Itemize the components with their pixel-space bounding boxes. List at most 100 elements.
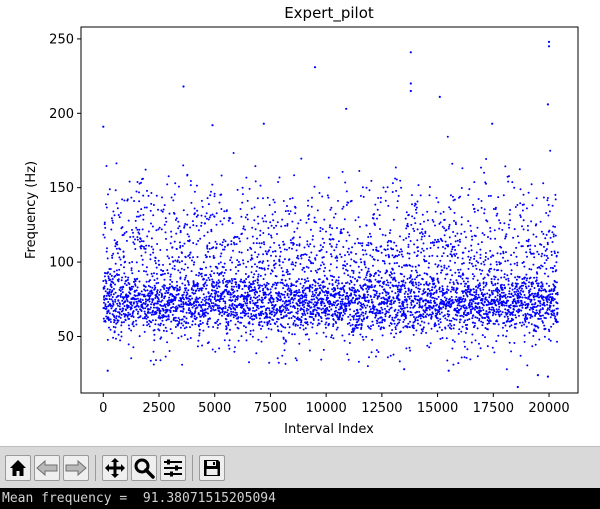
data-point [265, 293, 268, 296]
data-point [355, 252, 357, 255]
data-point [221, 310, 224, 313]
data-point [491, 346, 494, 349]
data-point [383, 280, 386, 283]
data-point [340, 311, 343, 314]
data-point [383, 319, 386, 322]
data-point [123, 282, 126, 285]
data-point [416, 239, 419, 242]
data-point [227, 321, 230, 323]
data-point [142, 302, 145, 304]
data-point [183, 315, 186, 318]
data-point [465, 282, 468, 285]
data-point [339, 253, 342, 256]
data-point [111, 305, 114, 308]
data-point [222, 238, 225, 241]
data-point [525, 279, 528, 282]
data-point [511, 288, 514, 291]
data-point [271, 213, 274, 216]
data-point [120, 324, 123, 327]
data-point [230, 285, 233, 288]
data-point [330, 308, 333, 311]
data-point [344, 181, 347, 184]
data-point [406, 264, 409, 267]
data-point [188, 312, 191, 314]
data-point [103, 223, 106, 226]
data-point [281, 270, 284, 273]
data-point [482, 277, 485, 280]
data-point [162, 269, 165, 272]
data-point [105, 298, 108, 301]
data-point [207, 218, 210, 221]
data-point [369, 279, 372, 282]
data-point [470, 303, 473, 306]
data-point [473, 181, 476, 184]
data-point [153, 279, 156, 282]
data-point [408, 257, 411, 260]
data-point [486, 345, 489, 348]
data-point [524, 320, 527, 323]
data-point [267, 227, 270, 229]
data-point [488, 289, 491, 292]
data-point [533, 287, 536, 289]
data-point [271, 270, 274, 273]
data-point [342, 314, 344, 317]
data-point [523, 301, 526, 304]
data-point [431, 288, 433, 291]
data-point [323, 270, 325, 273]
data-point [324, 312, 327, 315]
data-point [446, 273, 449, 276]
data-point [307, 266, 310, 269]
data-point [412, 333, 415, 336]
data-point [384, 315, 387, 318]
data-point [308, 338, 310, 341]
data-point [493, 268, 496, 271]
data-point [190, 201, 193, 204]
data-point [413, 230, 416, 232]
data-point [142, 213, 145, 216]
data-point [471, 235, 473, 238]
data-point [296, 324, 299, 327]
data-point [431, 307, 434, 310]
data-point [264, 291, 267, 294]
data-point [453, 211, 456, 214]
data-point [379, 228, 381, 230]
data-point [176, 259, 179, 262]
data-point [476, 286, 479, 289]
data-point [497, 311, 500, 314]
data-point [398, 251, 401, 253]
data-point [303, 278, 306, 281]
data-point [371, 301, 374, 304]
data-point [265, 313, 268, 316]
data-point [430, 327, 433, 330]
data-point [367, 241, 370, 244]
data-point [140, 247, 142, 250]
data-point [169, 242, 172, 245]
data-point [459, 240, 461, 243]
data-point [198, 325, 200, 328]
data-point [379, 310, 382, 313]
data-point [251, 235, 254, 238]
data-point [380, 326, 383, 329]
data-point [119, 248, 122, 251]
data-point [197, 301, 200, 304]
data-point [526, 224, 529, 227]
data-point [323, 291, 326, 294]
data-point [508, 341, 511, 344]
data-point [154, 319, 157, 322]
data-point [422, 326, 425, 329]
data-point [107, 275, 110, 278]
data-point [373, 258, 376, 261]
data-point [240, 280, 242, 283]
data-point [356, 302, 359, 305]
data-point [201, 268, 204, 270]
data-point [352, 272, 355, 274]
data-point [298, 243, 301, 246]
data-point [436, 330, 439, 333]
data-point [522, 228, 525, 231]
data-point [110, 217, 113, 220]
data-point [334, 212, 337, 215]
data-point [475, 251, 478, 254]
data-point [467, 250, 470, 253]
data-point [502, 334, 505, 337]
data-point [224, 300, 227, 303]
